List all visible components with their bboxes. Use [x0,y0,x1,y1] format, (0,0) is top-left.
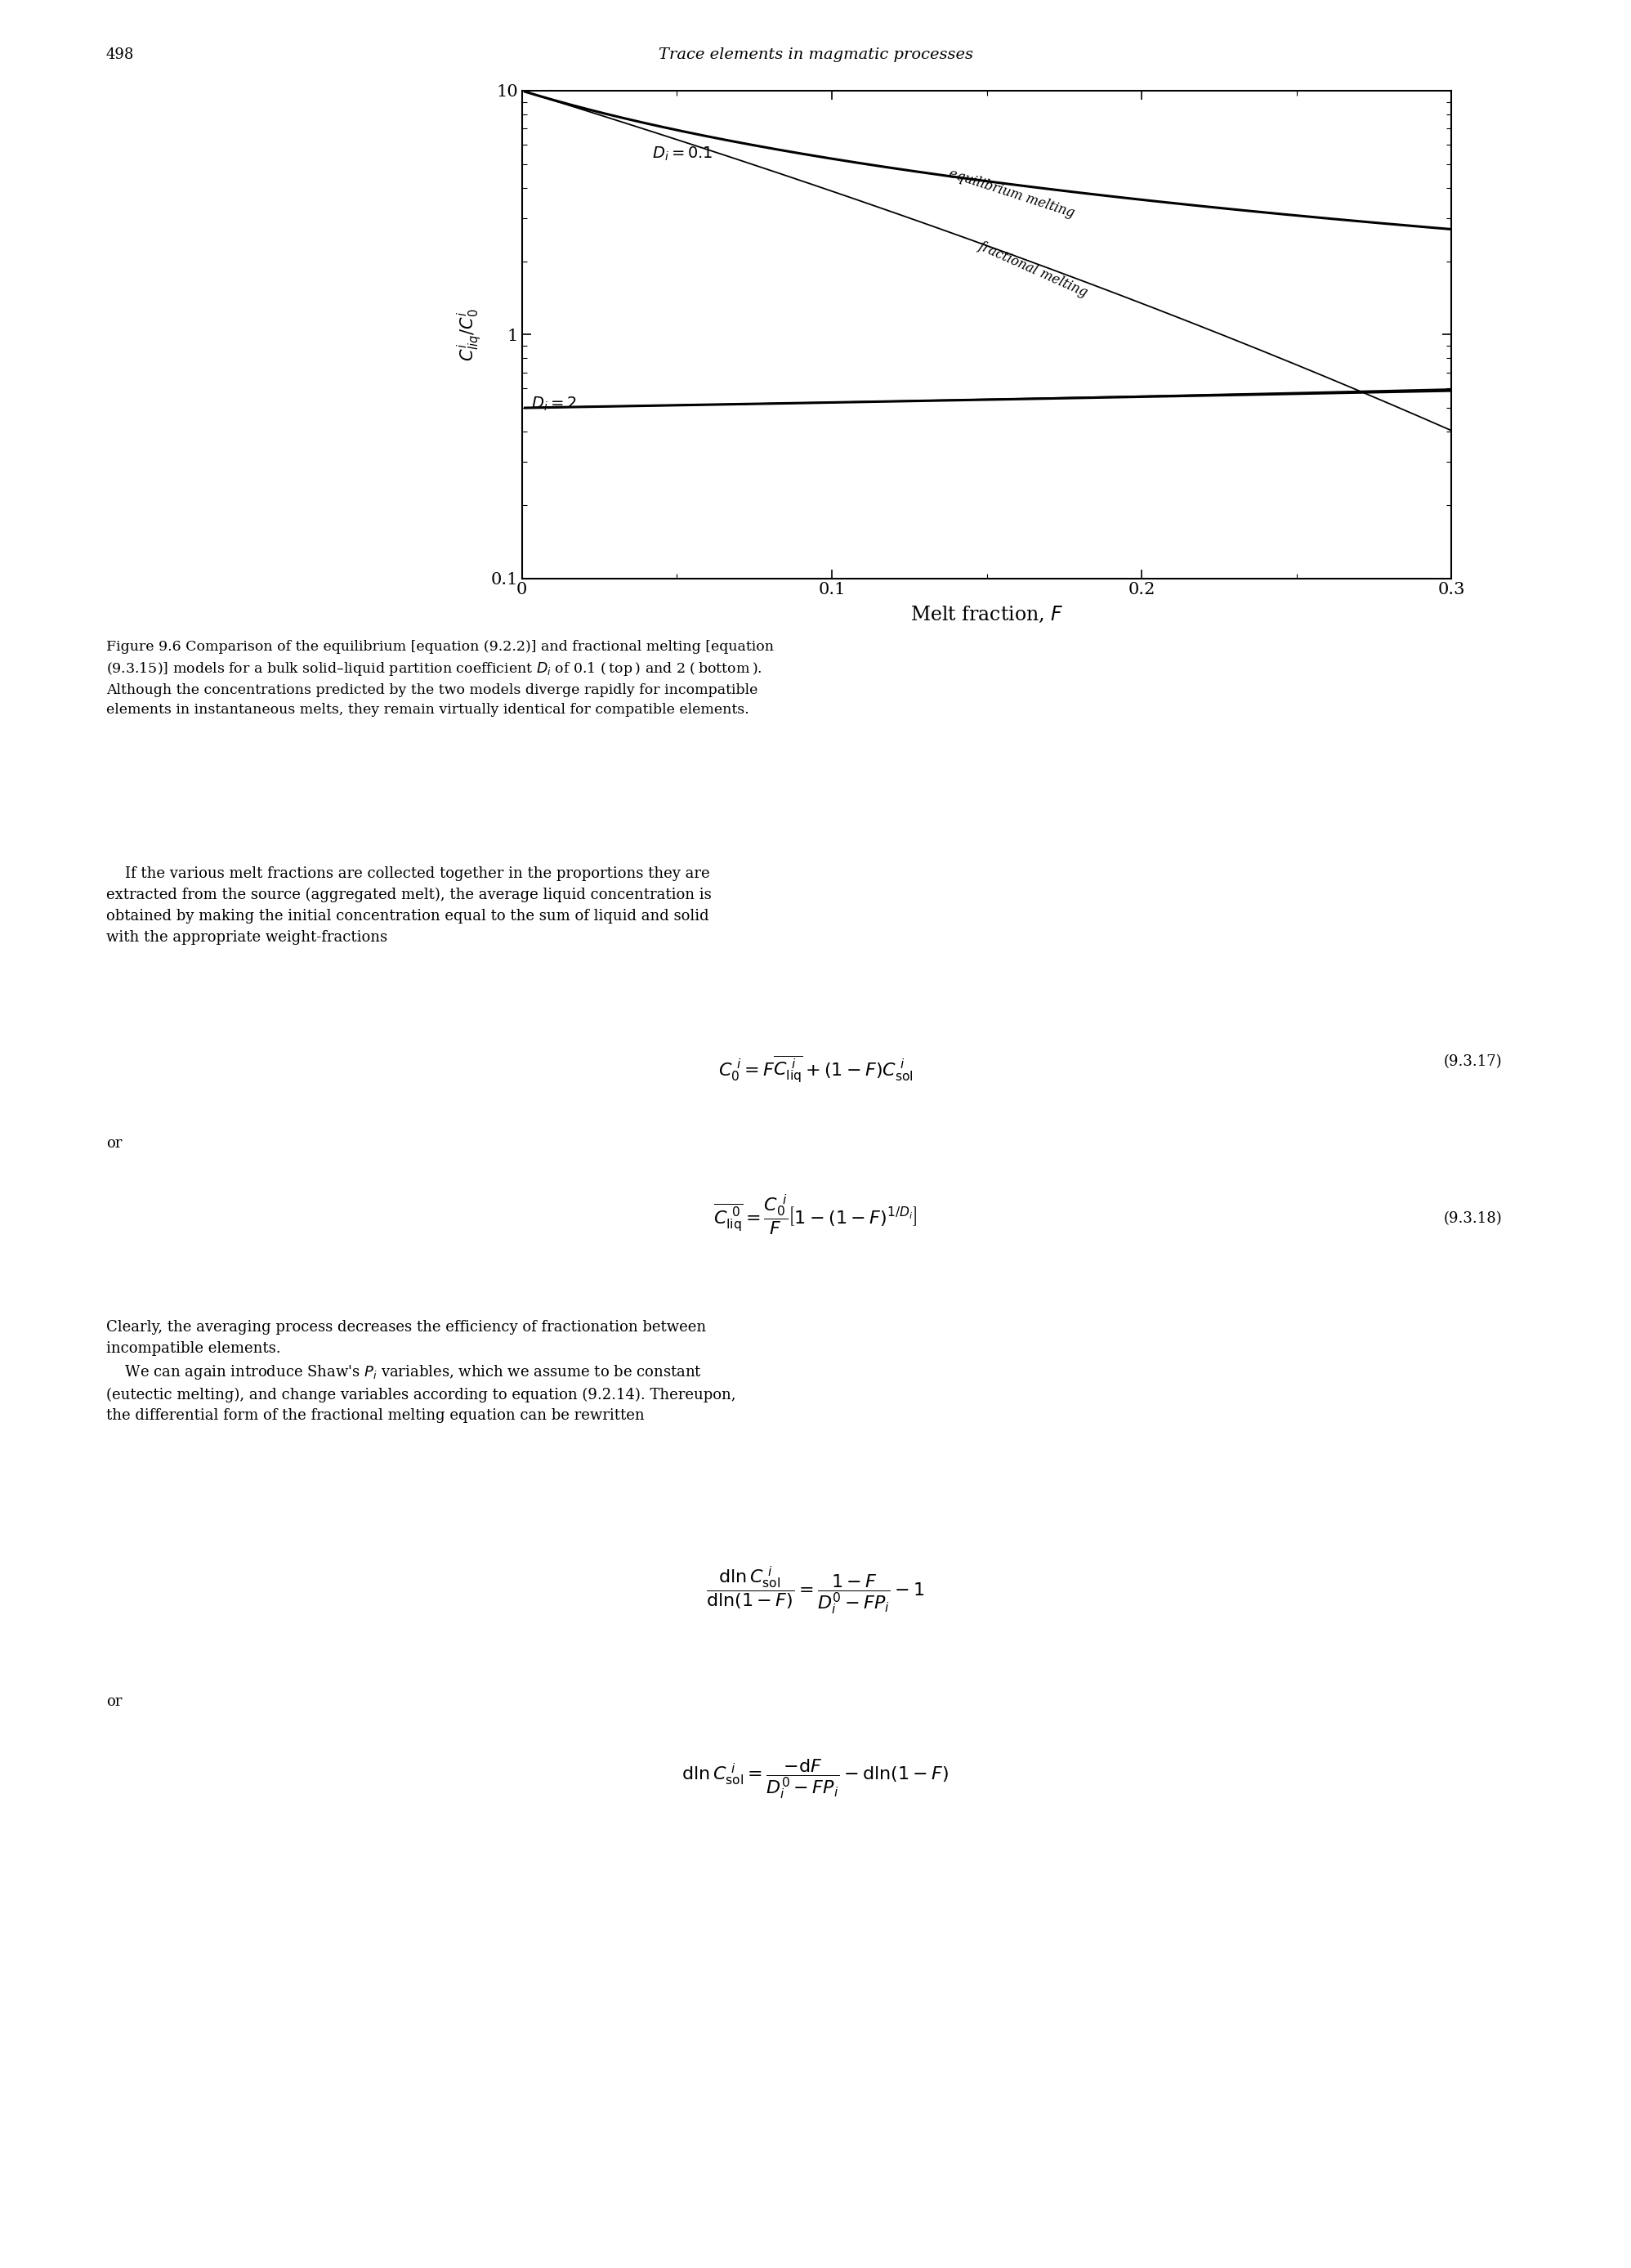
Text: (9.3.18): (9.3.18) [1443,1211,1502,1225]
Text: (9.3.17): (9.3.17) [1443,1055,1502,1068]
Text: 498: 498 [106,48,134,61]
Text: $D_i=2$: $D_i=2$ [532,395,577,413]
Text: $\dfrac{{\rm d}\ln C_{\rm sol}^{\ i}}{{\rm d}\ln(1-F)} = \dfrac{1-F}{D_i^0-FP_i}: $\dfrac{{\rm d}\ln C_{\rm sol}^{\ i}}{{\… [706,1565,925,1617]
Text: If the various melt fractions are collected together in the proportions they are: If the various melt fractions are collec… [106,866,711,943]
X-axis label: Melt fraction, $F$: Melt fraction, $F$ [910,606,1063,624]
Text: $D_i=0.1$: $D_i=0.1$ [652,145,713,163]
Text: or: or [106,1136,122,1150]
Text: $\overline{C_{\rm liq}^{\ 0}} = \dfrac{C_0^{\ i}}{F}\left[1-(1-F)^{1/D_i}\right]: $\overline{C_{\rm liq}^{\ 0}} = \dfrac{C… [714,1193,917,1238]
Text: equilibrium melting: equilibrium melting [948,166,1076,220]
Text: Trace elements in magmatic processes: Trace elements in magmatic processes [659,48,972,61]
Text: $C_0^{\ i} = F\overline{C_{\rm liq}^{\ i}} + (1-F)C_{\rm sol}^{\ i}$: $C_0^{\ i} = F\overline{C_{\rm liq}^{\ i… [718,1055,913,1086]
Text: fractional melting: fractional melting [977,238,1090,299]
Y-axis label: $C^{i}_{liq}/C^{i}_{0}$: $C^{i}_{liq}/C^{i}_{0}$ [455,308,484,361]
Text: or: or [106,1694,122,1708]
Text: Clearly, the averaging process decreases the efficiency of fractionation between: Clearly, the averaging process decreases… [106,1320,736,1424]
Text: ${\rm d}\ln C_{\rm sol}^{\ i} = \dfrac{-{\rm d}F}{D_i^0-FP_i} - {\rm d}\ln(1-F)$: ${\rm d}\ln C_{\rm sol}^{\ i} = \dfrac{-… [682,1758,949,1801]
Text: Figure 9.6 Comparison of the equilibrium [equation (9.2.2)] and fractional melti: Figure 9.6 Comparison of the equilibrium… [106,640,773,717]
